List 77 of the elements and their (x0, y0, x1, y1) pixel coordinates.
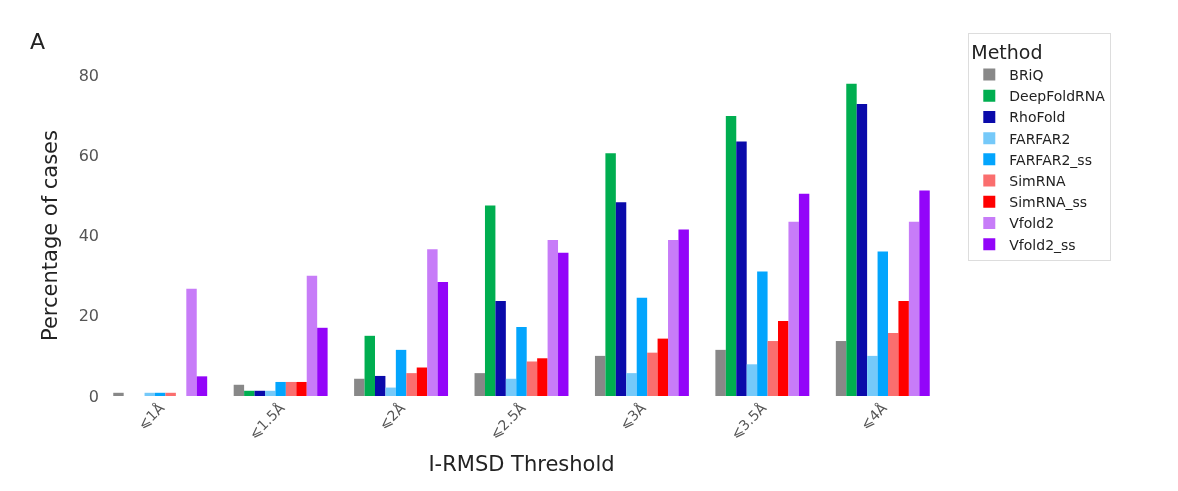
bar (264, 390, 276, 396)
bar (736, 141, 747, 396)
x-axis-title: I-RMSD Threshold (428, 452, 615, 477)
chart-title: A (30, 29, 46, 54)
bar (668, 239, 679, 396)
bar (888, 333, 899, 396)
legend-title: Method (971, 40, 1043, 63)
bar (594, 355, 606, 396)
bar (155, 392, 166, 396)
bar (113, 392, 124, 396)
bar (846, 83, 857, 396)
y-tick-label: 60 (78, 145, 99, 165)
bar (416, 367, 428, 396)
bar (406, 373, 417, 396)
bar (767, 341, 779, 396)
legend-label: Vfold2_ss (1009, 236, 1076, 253)
legend-label: FARFAR2_ss (1009, 151, 1092, 168)
legend-label: FARFAR2 (1009, 130, 1071, 147)
bar (495, 300, 506, 396)
y-tick-label: 0 (88, 386, 99, 406)
bar (798, 193, 810, 396)
y-axis-title: Percentage of cases (37, 130, 62, 341)
bar (317, 327, 328, 396)
bar (427, 249, 438, 396)
legend-label: BRiQ (1009, 67, 1044, 84)
bar (835, 341, 847, 396)
bar (354, 378, 365, 396)
bar (437, 282, 449, 396)
bar (385, 387, 396, 396)
bar (558, 252, 569, 396)
bar (275, 381, 286, 396)
bar (626, 373, 637, 396)
bar (165, 392, 176, 396)
bar (254, 390, 265, 396)
bar (757, 271, 768, 396)
y-tick-label: 20 (78, 306, 99, 326)
legend-label: RhoFold (1009, 109, 1066, 126)
bar (657, 338, 669, 396)
bar (306, 275, 318, 396)
bar (364, 335, 375, 396)
bar (788, 221, 799, 396)
bar (233, 384, 245, 396)
bar (296, 381, 307, 396)
bar (244, 390, 255, 396)
bar (715, 349, 726, 396)
bar (484, 205, 496, 396)
legend-label: Vfold2 (1009, 215, 1055, 232)
legend-label: SimRNA_ss (1009, 194, 1088, 211)
bar (285, 381, 297, 396)
bar (867, 355, 878, 396)
bar (186, 288, 197, 396)
bar (516, 326, 527, 396)
bar (547, 239, 559, 396)
y-tick-label: 80 (78, 65, 99, 85)
bar (196, 376, 208, 396)
bar (605, 153, 616, 396)
bar (374, 375, 386, 396)
bar (856, 103, 868, 396)
legend-label: SimRNA (1009, 173, 1066, 190)
bar (877, 251, 888, 396)
bar (474, 373, 485, 396)
bar (615, 202, 627, 396)
bar (395, 349, 407, 396)
bar (725, 115, 737, 396)
legend-label: DeepFoldRNA (1009, 88, 1106, 105)
bar (647, 352, 658, 396)
bar (526, 361, 538, 396)
bar (537, 358, 548, 396)
bar (746, 364, 758, 396)
bar (919, 190, 930, 396)
bar (908, 221, 920, 396)
y-tick-label: 40 (78, 226, 99, 246)
bar (778, 320, 789, 396)
bar (898, 300, 909, 396)
bar (636, 297, 648, 396)
bar (678, 229, 689, 396)
bar (505, 378, 517, 396)
